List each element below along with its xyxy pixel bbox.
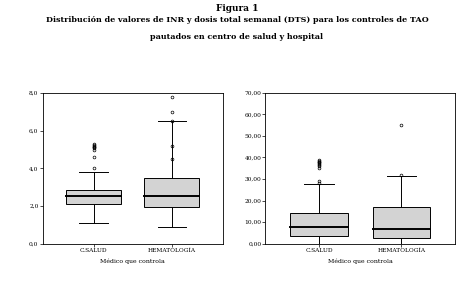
X-axis label: Médico que controla: Médico que controla [328, 258, 392, 264]
Bar [145, 177, 199, 207]
Bar [66, 190, 121, 204]
Text: Figura 1: Figura 1 [216, 4, 258, 13]
X-axis label: Médico que controla: Médico que controla [100, 258, 165, 264]
Text: pautados en centro de salud y hospital: pautados en centro de salud y hospital [151, 33, 323, 41]
Text: Distribución de valores de INR y dosis total semanal (DTS) para los controles de: Distribución de valores de INR y dosis t… [46, 16, 428, 24]
Bar [290, 213, 348, 236]
Bar [373, 207, 430, 238]
